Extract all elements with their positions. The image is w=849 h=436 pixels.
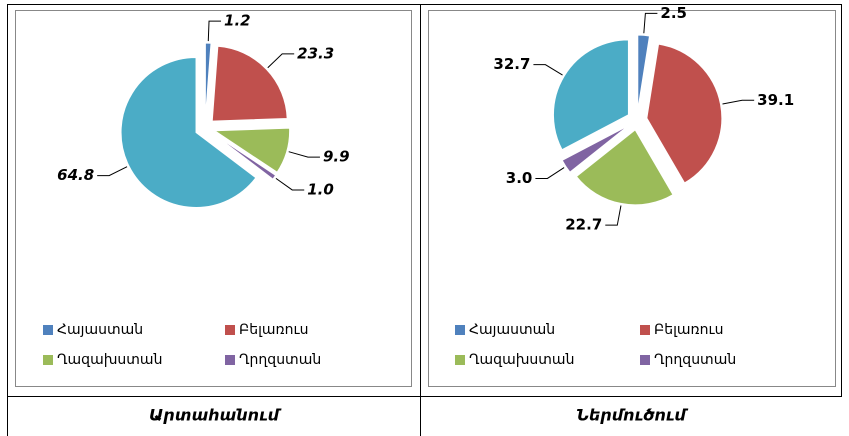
legend-swatch: [225, 325, 235, 335]
data-label: 22.7: [565, 216, 602, 234]
data-label: 3.0: [506, 169, 533, 187]
data-label: 1.2: [224, 12, 251, 30]
legend-label: Բելառուս: [239, 322, 308, 338]
leader-line: [643, 12, 658, 34]
legend-swatch: [43, 355, 53, 365]
pie-slice: [120, 56, 257, 208]
leader-line: [533, 64, 563, 76]
legend-label: Ղրղզստան: [654, 352, 736, 368]
legend-swatch: [640, 325, 650, 335]
caption: Արտահանում: [149, 406, 282, 425]
pie-slice: [575, 129, 674, 206]
pie-slice: [637, 34, 651, 111]
chart-frame: [428, 10, 836, 387]
data-label: 39.1: [757, 91, 794, 109]
leader-line: [267, 53, 295, 69]
legend-swatch: [455, 325, 465, 335]
chart-frame: [15, 10, 412, 387]
leader-line: [605, 205, 622, 226]
leader-line: [97, 166, 128, 177]
pie-slice: [646, 43, 723, 184]
legend-swatch: [225, 355, 235, 365]
leader-line: [722, 99, 755, 105]
pie-slice: [204, 42, 212, 119]
caption: Ներմուծում: [576, 406, 688, 425]
legend-swatch: [640, 355, 650, 365]
pie-slice: [561, 125, 629, 173]
legend-label: Հայաստան: [57, 322, 143, 338]
legend-label: Բելառուս: [654, 322, 723, 338]
leader-line: [207, 20, 222, 42]
legend-swatch: [455, 355, 465, 365]
pie-slice: [212, 133, 277, 180]
legend-label: Ղազախստան: [469, 352, 574, 368]
pie-slice: [211, 45, 288, 122]
data-label: 1.0: [307, 180, 334, 198]
legend-label: Ղազախստան: [57, 352, 162, 368]
pie-slice: [552, 39, 629, 151]
leader-line: [275, 177, 305, 191]
legend-swatch: [43, 325, 53, 335]
leader-line: [288, 151, 320, 158]
table-border: [7, 4, 842, 397]
pie-slice: [213, 127, 291, 173]
data-label: 32.7: [493, 55, 530, 73]
data-label: 9.9: [323, 148, 350, 166]
leader-line: [535, 167, 565, 179]
legend-label: Ղրղզստան: [239, 352, 321, 368]
data-label: 23.3: [297, 44, 334, 62]
data-label: 64.8: [57, 166, 94, 184]
data-label: 2.5: [660, 4, 687, 22]
legend-label: Հայաստան: [469, 322, 555, 338]
